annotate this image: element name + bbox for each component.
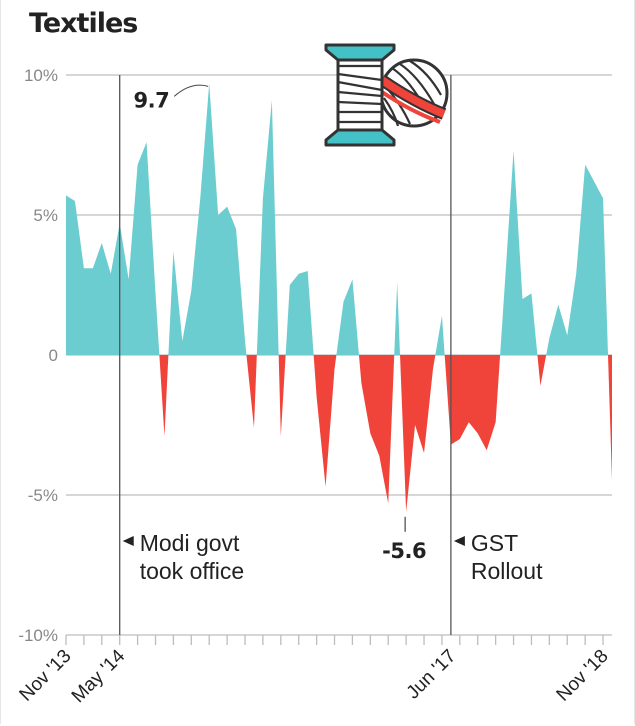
y-tick-label: 5% xyxy=(33,206,58,225)
event-label: Rollout xyxy=(471,558,543,584)
left-arrow-icon xyxy=(453,536,465,546)
chart-title: Textiles xyxy=(29,8,138,39)
left-arrow-icon xyxy=(122,536,134,546)
y-tick-label: -10% xyxy=(18,626,58,645)
positive-area xyxy=(66,83,612,356)
callout-label: 9.7 xyxy=(134,88,170,112)
y-axis-labels: 10% 5% 0 -5% -10% xyxy=(18,66,58,645)
callout-leader xyxy=(173,84,209,97)
area-series xyxy=(66,83,612,512)
spool-and-yarn-ball-icon xyxy=(324,43,449,147)
x-tick-label: Nov '18 xyxy=(553,646,613,706)
x-tick-label: May '14 xyxy=(68,645,130,707)
negative-area xyxy=(66,355,612,512)
event-label: GST xyxy=(471,530,518,556)
callout-label: -5.6 xyxy=(382,539,426,563)
x-tick-label: Nov '13 xyxy=(16,646,76,706)
event-label: Modi govt xyxy=(140,530,240,556)
event-label: took office xyxy=(140,558,244,584)
x-tick-label: Jun '17 xyxy=(403,646,461,704)
event-lines xyxy=(119,75,452,635)
y-tick-label: 10% xyxy=(24,66,58,85)
y-tick-label: -5% xyxy=(28,486,58,505)
y-tick-label: 0 xyxy=(49,346,58,365)
